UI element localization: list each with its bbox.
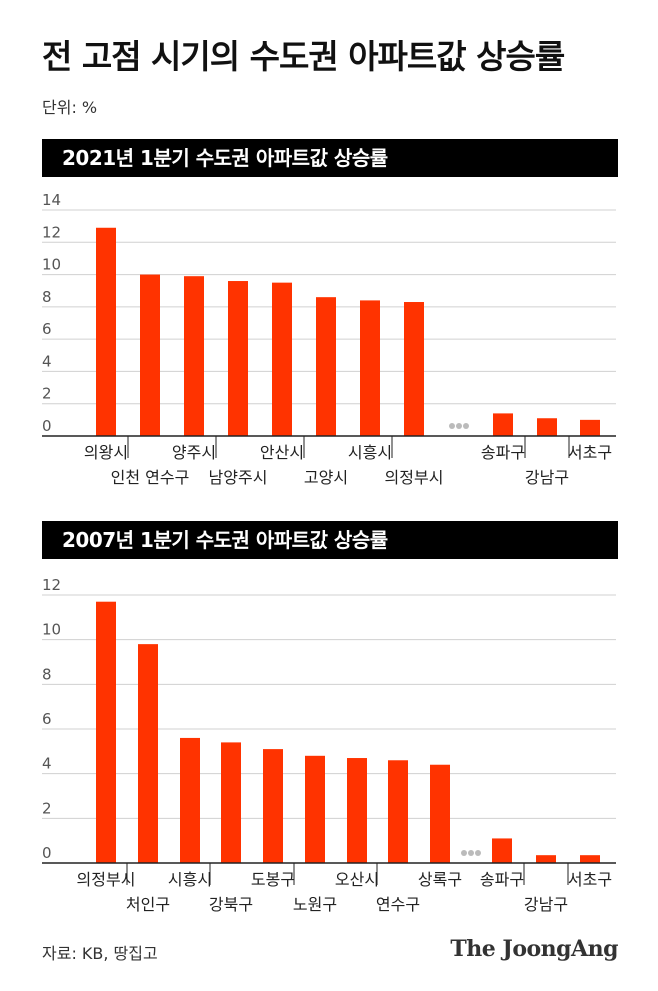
category-label: 송파구 bbox=[481, 443, 525, 462]
bar bbox=[536, 855, 556, 863]
y-tick-label: 12 bbox=[42, 223, 61, 241]
unit-label: 단위: % bbox=[42, 98, 98, 117]
category-label: 시흥시 bbox=[168, 870, 212, 889]
bar bbox=[430, 764, 450, 863]
bar bbox=[580, 855, 600, 863]
category-label: 의정부시 bbox=[77, 870, 136, 889]
category-label: 노원구 bbox=[293, 895, 337, 914]
chart-2-title: 2007년 1분기 수도권 아파트값 상승률 bbox=[42, 521, 618, 559]
category-label: 고양시 bbox=[304, 468, 348, 487]
ellipsis-dot bbox=[468, 850, 474, 856]
y-tick-label: 2 bbox=[42, 385, 52, 403]
bar bbox=[180, 737, 200, 863]
source-note: 자료: KB, 땅집고 bbox=[42, 944, 158, 963]
y-tick-label: 12 bbox=[42, 576, 61, 594]
chart-1-title: 2021년 1분기 수도권 아파트값 상승률 bbox=[42, 139, 618, 177]
bar bbox=[404, 302, 424, 436]
ellipsis-dot bbox=[463, 423, 469, 429]
y-tick-label: 10 bbox=[42, 621, 61, 639]
y-tick-label: 8 bbox=[42, 665, 52, 683]
bar bbox=[316, 297, 336, 436]
bar bbox=[537, 418, 557, 436]
category-label: 강남구 bbox=[524, 895, 568, 914]
category-label: 의정부시 bbox=[385, 468, 444, 487]
bar bbox=[96, 601, 116, 863]
y-tick-label: 0 bbox=[42, 844, 52, 862]
y-tick-label: 4 bbox=[42, 352, 52, 370]
category-label: 안산시 bbox=[260, 443, 304, 462]
category-label: 처인구 bbox=[126, 895, 170, 914]
bar bbox=[140, 274, 160, 436]
bar bbox=[305, 755, 325, 863]
y-tick-label: 14 bbox=[42, 191, 61, 209]
ellipsis-dot bbox=[449, 423, 455, 429]
bar bbox=[492, 838, 512, 863]
page-title: 전 고점 시기의 수도권 아파트값 상승률 bbox=[42, 37, 565, 76]
category-label: 강남구 bbox=[525, 468, 569, 487]
category-label: 연수구 bbox=[376, 895, 420, 914]
bar bbox=[184, 276, 204, 436]
category-label: 강북구 bbox=[209, 895, 253, 914]
category-label: 의왕시 bbox=[84, 443, 128, 462]
y-tick-label: 10 bbox=[42, 256, 61, 274]
y-tick-label: 6 bbox=[42, 320, 52, 338]
category-label: 서초구 bbox=[568, 443, 612, 462]
bar bbox=[221, 742, 241, 863]
category-label: 인천 연수구 bbox=[111, 468, 190, 487]
category-label: 송파구 bbox=[480, 870, 524, 889]
bar bbox=[580, 419, 600, 436]
category-label: 남양주시 bbox=[209, 468, 268, 487]
bar bbox=[388, 760, 408, 863]
ellipsis-dot bbox=[456, 423, 462, 429]
y-tick-label: 2 bbox=[42, 799, 52, 817]
bar bbox=[272, 282, 292, 436]
publisher-logo: The JoongAng bbox=[450, 936, 618, 962]
category-label: 서초구 bbox=[568, 870, 612, 889]
category-label: 상록구 bbox=[418, 870, 462, 889]
category-label: 오산시 bbox=[335, 870, 379, 889]
ellipsis-dot bbox=[475, 850, 481, 856]
bar bbox=[96, 227, 116, 436]
bar bbox=[493, 413, 513, 436]
ellipsis-dot bbox=[461, 850, 467, 856]
bar bbox=[263, 749, 283, 863]
category-label: 시흥시 bbox=[348, 443, 392, 462]
category-label: 도봉구 bbox=[251, 870, 295, 889]
bar bbox=[138, 644, 158, 863]
y-tick-label: 8 bbox=[42, 288, 52, 306]
y-tick-label: 4 bbox=[42, 755, 52, 773]
bar bbox=[228, 281, 248, 436]
category-label: 양주시 bbox=[172, 443, 216, 462]
y-tick-label: 0 bbox=[42, 417, 52, 435]
y-tick-label: 6 bbox=[42, 710, 52, 728]
bar bbox=[360, 300, 380, 436]
bar bbox=[347, 758, 367, 863]
